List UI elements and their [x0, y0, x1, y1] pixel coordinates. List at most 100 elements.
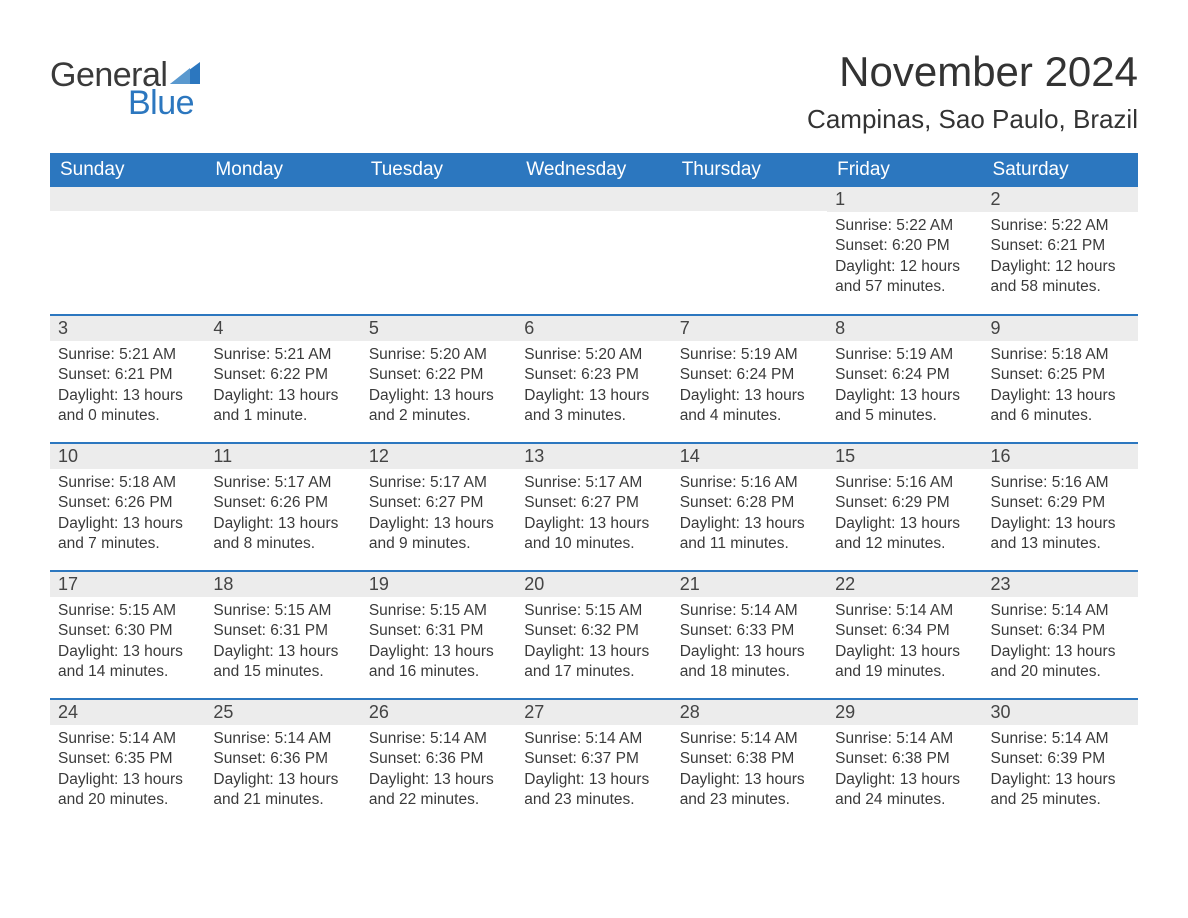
day-body: Sunrise: 5:16 AMSunset: 6:29 PMDaylight:… [983, 469, 1138, 559]
sunset-line: Sunset: 6:34 PM [991, 621, 1132, 641]
empty-cell [361, 187, 516, 315]
day-cell-14: 14Sunrise: 5:16 AMSunset: 6:28 PMDayligh… [672, 443, 827, 571]
daylight-line: Daylight: 13 hours and 19 minutes. [835, 642, 976, 683]
daylight-line: Daylight: 13 hours and 23 minutes. [680, 770, 821, 811]
daylight-line: Daylight: 13 hours and 9 minutes. [369, 514, 510, 555]
day-number: 6 [516, 316, 671, 341]
day-number: 23 [983, 572, 1138, 597]
daylight-line: Daylight: 13 hours and 15 minutes. [213, 642, 354, 683]
sunset-line: Sunset: 6:29 PM [835, 493, 976, 513]
day-number: 28 [672, 700, 827, 725]
day-body: Sunrise: 5:14 AMSunset: 6:38 PMDaylight:… [672, 725, 827, 815]
sunrise-line: Sunrise: 5:21 AM [58, 345, 199, 365]
sunset-line: Sunset: 6:26 PM [213, 493, 354, 513]
sunset-line: Sunset: 6:24 PM [835, 365, 976, 385]
day-cell-26: 26Sunrise: 5:14 AMSunset: 6:36 PMDayligh… [361, 699, 516, 827]
calendar-page: General Blue November 2024 Campinas, Sao… [0, 0, 1188, 867]
sunrise-line: Sunrise: 5:20 AM [524, 345, 665, 365]
sunrise-line: Sunrise: 5:16 AM [835, 473, 976, 493]
day-number: 21 [672, 572, 827, 597]
day-body: Sunrise: 5:17 AMSunset: 6:26 PMDaylight:… [205, 469, 360, 559]
day-body: Sunrise: 5:15 AMSunset: 6:32 PMDaylight:… [516, 597, 671, 687]
day-of-week-row: Sunday Monday Tuesday Wednesday Thursday… [50, 153, 1138, 187]
day-cell-22: 22Sunrise: 5:14 AMSunset: 6:34 PMDayligh… [827, 571, 982, 699]
sunset-line: Sunset: 6:25 PM [991, 365, 1132, 385]
sunrise-line: Sunrise: 5:14 AM [991, 601, 1132, 621]
day-cell-24: 24Sunrise: 5:14 AMSunset: 6:35 PMDayligh… [50, 699, 205, 827]
daylight-line: Daylight: 13 hours and 0 minutes. [58, 386, 199, 427]
daylight-line: Daylight: 13 hours and 10 minutes. [524, 514, 665, 555]
dow-tuesday: Tuesday [361, 153, 516, 187]
day-body: Sunrise: 5:15 AMSunset: 6:30 PMDaylight:… [50, 597, 205, 687]
sunrise-line: Sunrise: 5:14 AM [524, 729, 665, 749]
daylight-line: Daylight: 13 hours and 4 minutes. [680, 386, 821, 427]
day-body: Sunrise: 5:15 AMSunset: 6:31 PMDaylight:… [361, 597, 516, 687]
week-row: 1Sunrise: 5:22 AMSunset: 6:20 PMDaylight… [50, 187, 1138, 315]
day-body: Sunrise: 5:16 AMSunset: 6:28 PMDaylight:… [672, 469, 827, 559]
day-cell-20: 20Sunrise: 5:15 AMSunset: 6:32 PMDayligh… [516, 571, 671, 699]
sunset-line: Sunset: 6:33 PM [680, 621, 821, 641]
empty-cell [205, 187, 360, 315]
day-number: 2 [983, 187, 1138, 212]
day-cell-19: 19Sunrise: 5:15 AMSunset: 6:31 PMDayligh… [361, 571, 516, 699]
calendar-table: Sunday Monday Tuesday Wednesday Thursday… [50, 153, 1138, 827]
day-body: Sunrise: 5:15 AMSunset: 6:31 PMDaylight:… [205, 597, 360, 687]
sunset-line: Sunset: 6:36 PM [369, 749, 510, 769]
day-cell-30: 30Sunrise: 5:14 AMSunset: 6:39 PMDayligh… [983, 699, 1138, 827]
empty-cell [516, 187, 671, 315]
sunrise-line: Sunrise: 5:22 AM [835, 216, 976, 236]
daylight-line: Daylight: 13 hours and 23 minutes. [524, 770, 665, 811]
empty-cell [50, 187, 205, 315]
day-body: Sunrise: 5:17 AMSunset: 6:27 PMDaylight:… [361, 469, 516, 559]
day-number: 16 [983, 444, 1138, 469]
day-body: Sunrise: 5:14 AMSunset: 6:33 PMDaylight:… [672, 597, 827, 687]
sunset-line: Sunset: 6:21 PM [58, 365, 199, 385]
day-cell-5: 5Sunrise: 5:20 AMSunset: 6:22 PMDaylight… [361, 315, 516, 443]
day-body: Sunrise: 5:19 AMSunset: 6:24 PMDaylight:… [827, 341, 982, 431]
sunrise-line: Sunrise: 5:19 AM [835, 345, 976, 365]
day-number: 29 [827, 700, 982, 725]
daylight-line: Daylight: 12 hours and 58 minutes. [991, 257, 1132, 298]
sunset-line: Sunset: 6:29 PM [991, 493, 1132, 513]
day-body: Sunrise: 5:16 AMSunset: 6:29 PMDaylight:… [827, 469, 982, 559]
sunset-line: Sunset: 6:34 PM [835, 621, 976, 641]
day-cell-23: 23Sunrise: 5:14 AMSunset: 6:34 PMDayligh… [983, 571, 1138, 699]
day-body: Sunrise: 5:14 AMSunset: 6:35 PMDaylight:… [50, 725, 205, 815]
daylight-line: Daylight: 13 hours and 7 minutes. [58, 514, 199, 555]
day-body: Sunrise: 5:21 AMSunset: 6:21 PMDaylight:… [50, 341, 205, 431]
day-number: 4 [205, 316, 360, 341]
sunrise-line: Sunrise: 5:15 AM [213, 601, 354, 621]
week-row: 17Sunrise: 5:15 AMSunset: 6:30 PMDayligh… [50, 571, 1138, 699]
day-number: 7 [672, 316, 827, 341]
day-number: 8 [827, 316, 982, 341]
sunrise-line: Sunrise: 5:17 AM [213, 473, 354, 493]
empty-day-number [205, 187, 360, 211]
day-cell-28: 28Sunrise: 5:14 AMSunset: 6:38 PMDayligh… [672, 699, 827, 827]
daylight-line: Daylight: 13 hours and 3 minutes. [524, 386, 665, 427]
day-body: Sunrise: 5:21 AMSunset: 6:22 PMDaylight:… [205, 341, 360, 431]
day-number: 3 [50, 316, 205, 341]
day-cell-12: 12Sunrise: 5:17 AMSunset: 6:27 PMDayligh… [361, 443, 516, 571]
day-cell-7: 7Sunrise: 5:19 AMSunset: 6:24 PMDaylight… [672, 315, 827, 443]
day-cell-13: 13Sunrise: 5:17 AMSunset: 6:27 PMDayligh… [516, 443, 671, 571]
daylight-line: Daylight: 13 hours and 24 minutes. [835, 770, 976, 811]
daylight-line: Daylight: 13 hours and 5 minutes. [835, 386, 976, 427]
sunset-line: Sunset: 6:24 PM [680, 365, 821, 385]
sunset-line: Sunset: 6:31 PM [369, 621, 510, 641]
day-cell-18: 18Sunrise: 5:15 AMSunset: 6:31 PMDayligh… [205, 571, 360, 699]
sunrise-line: Sunrise: 5:14 AM [680, 729, 821, 749]
day-cell-15: 15Sunrise: 5:16 AMSunset: 6:29 PMDayligh… [827, 443, 982, 571]
sunrise-line: Sunrise: 5:17 AM [369, 473, 510, 493]
day-cell-25: 25Sunrise: 5:14 AMSunset: 6:36 PMDayligh… [205, 699, 360, 827]
day-number: 17 [50, 572, 205, 597]
sunrise-line: Sunrise: 5:16 AM [680, 473, 821, 493]
sunset-line: Sunset: 6:38 PM [835, 749, 976, 769]
day-number: 19 [361, 572, 516, 597]
day-number: 24 [50, 700, 205, 725]
day-cell-2: 2Sunrise: 5:22 AMSunset: 6:21 PMDaylight… [983, 187, 1138, 315]
location-subtitle: Campinas, Sao Paulo, Brazil [807, 104, 1138, 135]
sunset-line: Sunset: 6:26 PM [58, 493, 199, 513]
sunset-line: Sunset: 6:27 PM [369, 493, 510, 513]
day-cell-8: 8Sunrise: 5:19 AMSunset: 6:24 PMDaylight… [827, 315, 982, 443]
day-body: Sunrise: 5:14 AMSunset: 6:36 PMDaylight:… [205, 725, 360, 815]
